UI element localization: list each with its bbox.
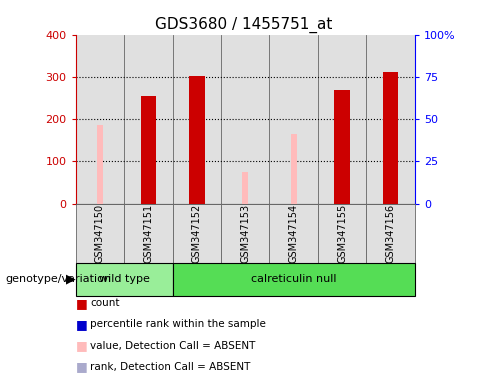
Text: ▶: ▶ (66, 273, 76, 286)
Bar (124, 35, 173, 204)
Bar (334, 90, 350, 204)
Text: ■: ■ (76, 318, 87, 331)
Bar (76, 35, 124, 204)
Bar (97, 126, 103, 204)
Text: GSM347155: GSM347155 (337, 204, 347, 263)
Text: calreticulin null: calreticulin null (251, 274, 336, 285)
Text: GSM347151: GSM347151 (143, 204, 153, 263)
Text: percentile rank within the sample: percentile rank within the sample (90, 319, 266, 329)
Bar (318, 35, 366, 204)
Text: GSM347153: GSM347153 (240, 204, 250, 263)
Text: value, Detection Call = ABSENT: value, Detection Call = ABSENT (90, 341, 256, 351)
Bar (243, 172, 248, 204)
Bar (366, 35, 415, 204)
Text: GDS3680 / 1455751_at: GDS3680 / 1455751_at (155, 17, 333, 33)
Text: genotype/variation: genotype/variation (5, 274, 111, 285)
Text: wild type: wild type (99, 274, 149, 285)
Bar (269, 35, 318, 204)
Bar (141, 96, 156, 204)
Text: GSM347154: GSM347154 (289, 204, 299, 263)
Text: GSM347150: GSM347150 (95, 204, 105, 263)
Text: ■: ■ (76, 297, 87, 310)
Bar (189, 76, 204, 204)
Text: GSM347156: GSM347156 (386, 204, 396, 263)
Bar (173, 35, 221, 204)
Bar (221, 35, 269, 204)
Text: GSM347152: GSM347152 (192, 204, 202, 263)
Text: rank, Detection Call = ABSENT: rank, Detection Call = ABSENT (90, 362, 251, 372)
Text: ■: ■ (76, 360, 87, 373)
Text: ■: ■ (76, 339, 87, 352)
Text: count: count (90, 298, 120, 308)
Bar (383, 72, 398, 204)
Bar (291, 134, 297, 204)
